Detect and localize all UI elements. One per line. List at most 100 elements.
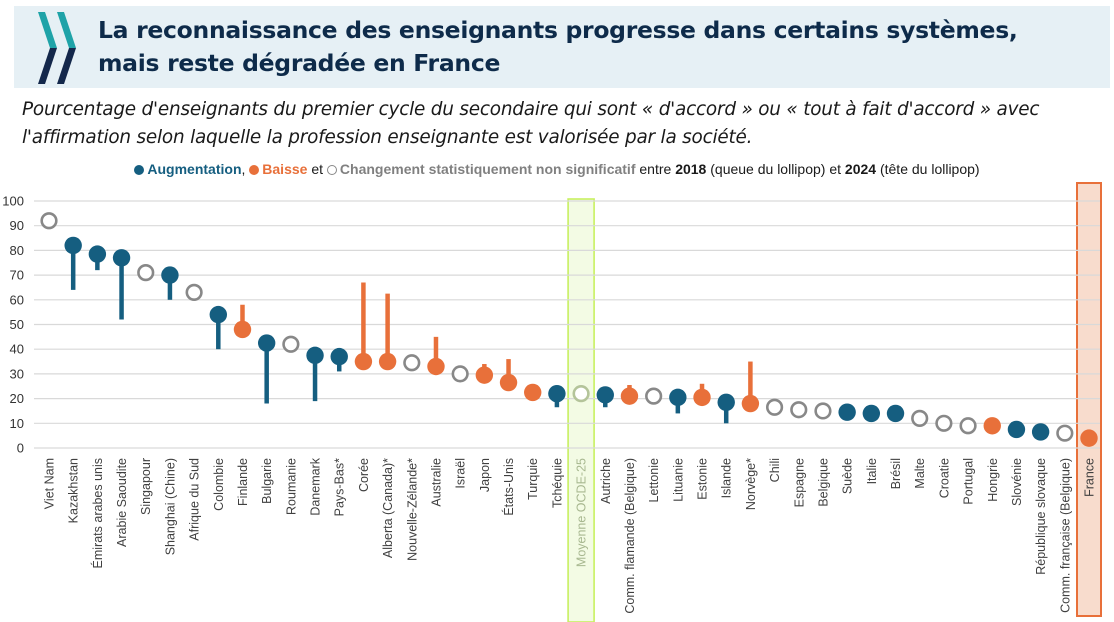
x-tick-label: Italie xyxy=(865,458,879,484)
legend-between: entre xyxy=(639,161,672,177)
x-tick-label: Roumanie xyxy=(284,458,298,515)
x-tick-label: Kazakhstan xyxy=(67,458,81,523)
legend-ns-label: Changement statistiquement non significa… xyxy=(339,161,636,177)
legend-decrease-dot-icon xyxy=(249,165,260,175)
x-tick-label: Nouvelle-Zélande* xyxy=(405,458,419,561)
x-tick-label: Slovénie xyxy=(1010,458,1024,506)
y-tick-label: 70 xyxy=(10,268,24,283)
x-tick-label: Belgique xyxy=(816,458,830,507)
title-line-1: La reconnaissance des enseignants progre… xyxy=(98,16,1018,44)
x-tick-label: Islande xyxy=(720,458,734,498)
x-tick-label: Comm. flamande (Belgique) xyxy=(623,458,637,614)
x-tick-label: France xyxy=(1083,458,1097,497)
lollipop-head xyxy=(137,264,155,282)
legend-and: et xyxy=(311,161,324,177)
lollipop-head xyxy=(935,414,953,432)
lollipop-head xyxy=(427,357,445,376)
y-tick-label: 100 xyxy=(2,194,24,209)
lollipop-head xyxy=(983,417,1001,435)
lollipop-head xyxy=(838,403,856,421)
lollipop-head xyxy=(959,417,977,435)
x-tick-label: Chili xyxy=(768,458,782,482)
x-tick-label: Autriche xyxy=(599,458,613,504)
legend-comma: , xyxy=(241,161,246,177)
x-tick-label: Colombie xyxy=(212,458,226,511)
lollipop-head xyxy=(499,373,518,392)
x-tick-label: Japon xyxy=(478,458,492,492)
x-tick-label: États-Unis xyxy=(501,458,516,516)
x-tick-label: Singapour xyxy=(139,458,153,515)
lollipop-head xyxy=(88,245,107,263)
lollipop-head xyxy=(814,402,832,420)
x-tick-label: Portugal xyxy=(962,458,976,505)
average-highlight-box xyxy=(567,198,595,622)
x-tick-label: Bulgarie xyxy=(260,458,274,504)
chart-subtitle: Pourcentage d'enseignants du premier cyc… xyxy=(22,99,1040,148)
y-tick-label: 20 xyxy=(10,391,24,406)
lollipop-head xyxy=(475,366,494,384)
y-tick-label: 80 xyxy=(10,243,24,258)
x-tick-label: Pays-Bas* xyxy=(333,458,347,516)
x-tick-label: Alberta (Canada)* xyxy=(381,458,395,558)
lollipop-head xyxy=(378,352,397,371)
x-tick-label: Lettonie xyxy=(647,458,661,503)
x-tick-label: Afrique du Sud xyxy=(188,458,202,541)
x-tick-label: Suède xyxy=(841,458,855,494)
lollipop-head xyxy=(911,409,929,427)
x-tick-label: Corée xyxy=(357,458,371,492)
lollipop-head xyxy=(596,386,614,404)
oecd-chevron-logo-icon xyxy=(38,12,76,84)
lollipop-head xyxy=(886,404,905,423)
lollipop-head xyxy=(669,388,687,407)
lollipop-head xyxy=(451,365,469,383)
lollipop-head xyxy=(257,334,276,352)
lollipop-head xyxy=(306,346,324,365)
france-highlight-box xyxy=(1076,182,1102,617)
x-tick-label: Danemark xyxy=(309,457,323,515)
x-tick-label: Viet Nam xyxy=(43,458,57,509)
x-tick-label: Espagne xyxy=(792,458,806,507)
lollipop-head xyxy=(354,352,373,371)
x-tick-label: République slovaque xyxy=(1034,458,1048,575)
legend-increase-label: Augmentation xyxy=(147,161,242,177)
y-tick-label: 40 xyxy=(10,342,24,357)
legend-increase-dot-icon xyxy=(134,165,145,175)
y-tick-label: 10 xyxy=(10,416,24,431)
y-tick-label: 50 xyxy=(10,317,24,332)
y-tick-label: 60 xyxy=(10,292,24,307)
lollipop-head xyxy=(1031,423,1050,441)
lollipop-head xyxy=(403,354,421,372)
lollipop-head xyxy=(862,404,881,423)
x-tick-label: Lituanie xyxy=(671,458,685,502)
x-tick-label: Croatie xyxy=(937,458,951,498)
lollipop-head xyxy=(161,266,179,284)
lollipop-head xyxy=(741,394,760,413)
lollipop-head xyxy=(717,393,735,412)
header-band xyxy=(14,6,1110,88)
lollipop-head xyxy=(693,388,711,407)
x-tick-label: Turquie xyxy=(526,458,540,500)
x-tick-label: Finlande xyxy=(236,458,250,506)
lollipop-head xyxy=(1080,429,1098,447)
x-tick-label: Brésil xyxy=(889,458,903,489)
lollipop-head xyxy=(790,401,808,419)
chart-legend: Augmentation, Baisse et Changement stati… xyxy=(0,161,1114,177)
lollipop-head xyxy=(645,387,663,405)
x-tick-label: Australie xyxy=(429,458,443,507)
legend-and-2: et xyxy=(829,161,842,177)
page-title: La reconnaissance des enseignants progre… xyxy=(98,14,1018,80)
x-tick-label: Hongrie xyxy=(986,458,1000,502)
legend-year-end: 2024 xyxy=(844,161,877,177)
legend-ns-circle-icon xyxy=(326,165,337,175)
x-tick-label: Shanghai (Chine) xyxy=(163,458,177,555)
lollipop-head xyxy=(548,384,566,403)
x-tick-label: Norvège* xyxy=(744,458,758,510)
x-tick-label: Moyenne OCDE-25 xyxy=(575,458,589,567)
x-tick-label: Émirats arabes unis xyxy=(90,458,105,568)
title-line-2: mais reste dégradée en France xyxy=(98,49,501,77)
y-tick-label: 90 xyxy=(10,218,24,233)
lollipop-head xyxy=(765,398,784,416)
y-tick-label: 30 xyxy=(10,366,24,381)
lollipop-head xyxy=(40,212,58,230)
